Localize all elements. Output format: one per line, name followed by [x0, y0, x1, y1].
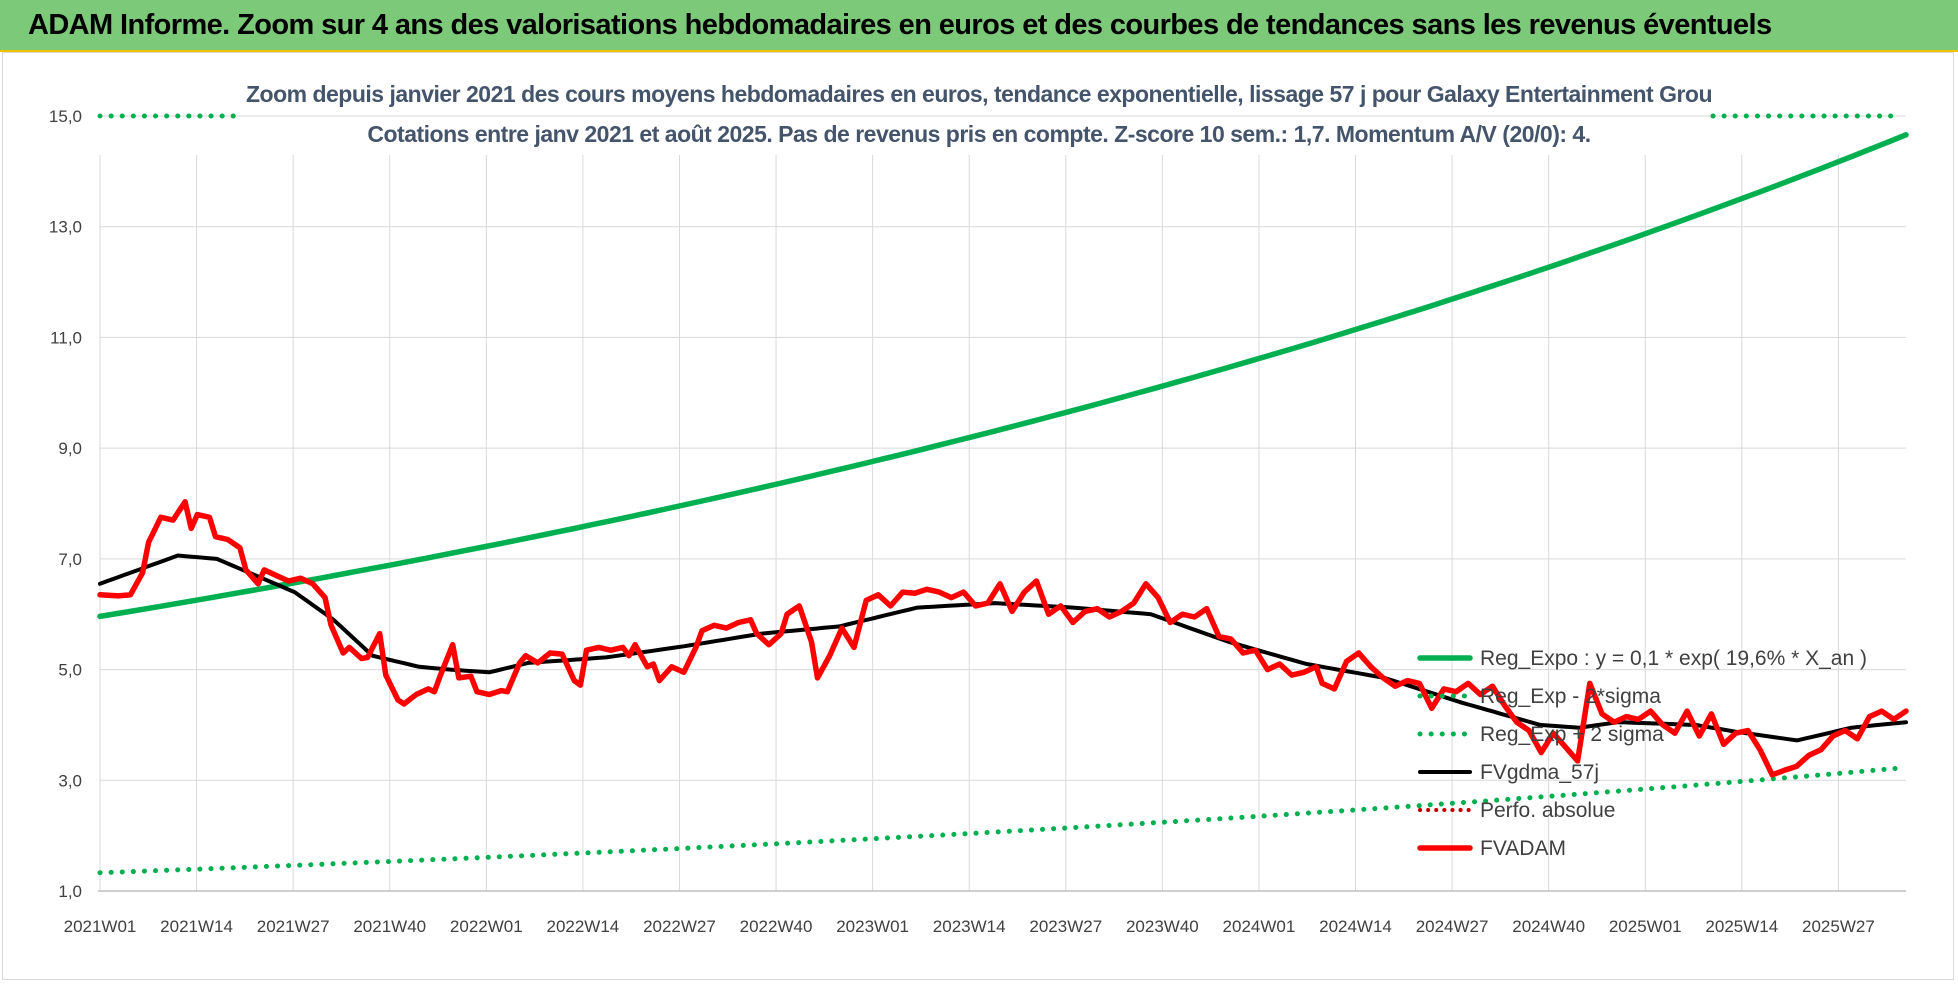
series-layer [97, 113, 1909, 876]
x-tick-label: 2024W14 [1319, 917, 1392, 936]
x-tick-label: 2022W40 [740, 917, 813, 936]
legend-label: Reg_Exp - 2*sigma [1480, 685, 1661, 708]
chart-legend: Reg_Expo : y = 0,1 * exp( 19,6% * X_an )… [1417, 647, 1867, 860]
x-tick-label: 2021W14 [160, 917, 233, 936]
y-tick-label: 5,0 [58, 661, 82, 680]
y-tick-label: 1,0 [58, 882, 82, 901]
y-tick-label: 7,0 [58, 550, 82, 569]
y-axis-tick-labels: 1,0 3,0 5,0 7,0 9,0 11,0 13,0 15,0 [49, 107, 82, 901]
x-tick-label: 2025W01 [1609, 917, 1682, 936]
x-axis-tick-labels: 2021W01 2021W14 2021W27 2021W40 2022W01 2022W… [64, 917, 1875, 936]
x-tick-label: 2022W14 [546, 917, 619, 936]
chart-title: Zoom depuis janvier 2021 des cours moyen… [246, 81, 1712, 107]
x-tick-label: 2025W27 [1802, 917, 1875, 936]
series-reg-expo-line [97, 132, 1909, 620]
x-tick-label: 2024W27 [1416, 917, 1489, 936]
x-tick-label: 2025W14 [1705, 917, 1778, 936]
x-tick-label: 2023W27 [1029, 917, 1102, 936]
y-tick-label: 9,0 [58, 439, 82, 458]
y-tick-label: 11,0 [50, 328, 82, 347]
x-tick-label: 2024W01 [1223, 917, 1296, 936]
series-fvadam-line [97, 499, 1909, 778]
report-title: ADAM Informe. Zoom sur 4 ans des valoris… [28, 9, 1772, 41]
x-tick-label: 2021W40 [353, 917, 426, 936]
series-fvgdma-57j-line [98, 553, 1908, 743]
y-tick-label: 3,0 [58, 771, 82, 790]
x-tick-label: 2024W40 [1512, 917, 1585, 936]
x-tick-label: 2022W01 [450, 917, 523, 936]
report-banner: ADAM Informe. Zoom sur 4 ans des valoris… [0, 0, 1958, 52]
x-tick-label: 2022W27 [643, 917, 716, 936]
legend-label: Reg_Expo : y = 0,1 * exp( 19,6% * X_an ) [1480, 647, 1867, 670]
legend-label: Perfo. absolue [1480, 799, 1615, 822]
legend-label: FVgdma_57j [1480, 761, 1599, 784]
x-tick-label: 2023W14 [933, 917, 1006, 936]
series-reg-exp-minus-2sigma-line [97, 765, 1909, 876]
x-tick-label: 2021W27 [257, 917, 330, 936]
gridlines [99, 115, 1906, 891]
legend-label: FVADAM [1480, 837, 1566, 860]
x-tick-label: 2023W40 [1126, 917, 1199, 936]
chart-frame [2, 52, 1954, 980]
legend-label: Reg_Exp + 2 sigma [1480, 723, 1664, 746]
y-tick-label: 13,0 [49, 218, 82, 237]
x-tick-label: 2021W01 [64, 917, 137, 936]
x-tick-label: 2023W01 [836, 917, 909, 936]
y-tick-label: 15,0 [49, 107, 82, 126]
chart-subtitle: Cotations entre janv 2021 et août 2025. … [367, 121, 1590, 147]
